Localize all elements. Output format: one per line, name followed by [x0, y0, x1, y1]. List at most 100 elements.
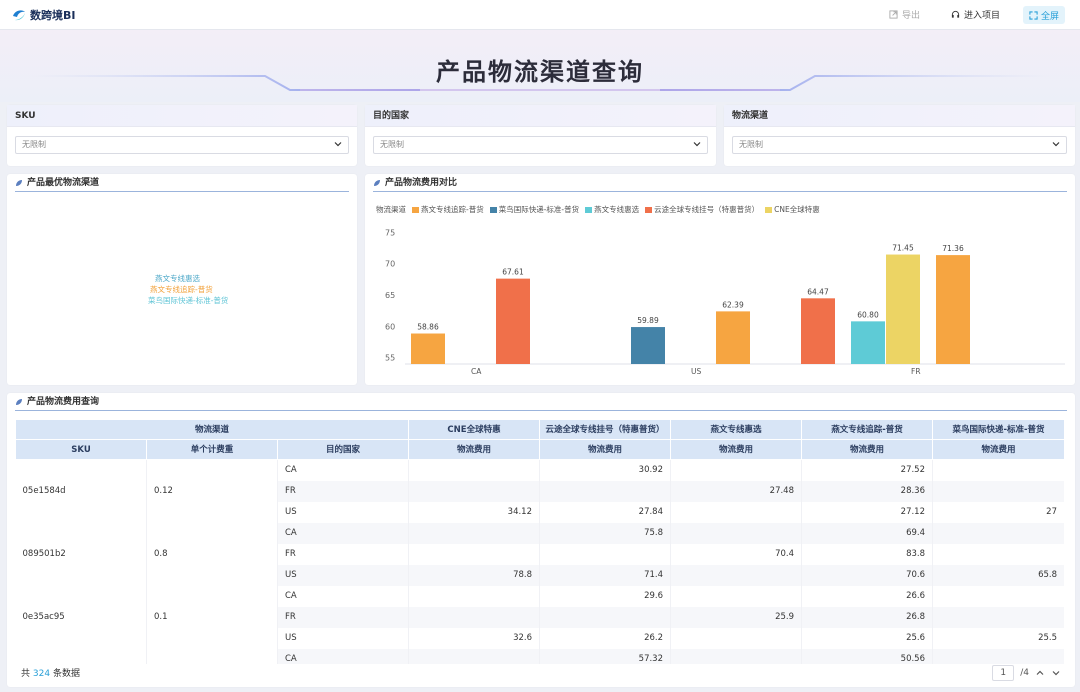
country-cell: FR — [277, 606, 409, 628]
table-row[interactable]: CA 57.32 50.56 — [15, 648, 1064, 664]
cost-cell — [932, 648, 1064, 664]
banner-decoration — [30, 75, 1050, 91]
page-input[interactable]: 1 — [992, 665, 1015, 681]
weight-cell: 0.8 — [146, 522, 278, 586]
bar — [631, 327, 665, 364]
cost-cell — [408, 459, 540, 481]
chevron-down-icon[interactable] — [1051, 668, 1061, 678]
table-row[interactable]: FR 70.4 83.8 — [16, 543, 1064, 565]
legend-label: 云途全球专线挂号（特惠普货） — [654, 205, 760, 214]
cost-cell: 29.6 — [539, 585, 671, 607]
cost-chart-title: 产品物流费用对比 — [385, 177, 458, 188]
cost-cell — [932, 522, 1064, 544]
table-row[interactable]: FR 25.9 26.8 — [16, 606, 1064, 628]
word-cloud-item: 菜鸟国际快递-标准-普货 — [148, 296, 229, 305]
channel-header: 云途全球专线挂号（特惠普货） — [539, 419, 671, 440]
cost-cell: 32.6 — [408, 627, 540, 649]
y-tick-label: 65 — [385, 291, 395, 300]
y-tick-label: 70 — [385, 260, 395, 269]
table-row[interactable]: US 34.12 27.84 27.12 27 — [16, 501, 1064, 523]
page-total: /4 — [1020, 668, 1029, 678]
country-cell: US — [277, 564, 409, 586]
sku-col-header[interactable]: SKU — [15, 439, 147, 460]
bar-value-label: 71.45 — [892, 244, 914, 253]
pagination: 1 /4 — [992, 665, 1061, 681]
best-channel-title: 产品最优物流渠道 — [27, 177, 100, 188]
table-row[interactable]: FR 27.48 28.36 — [16, 480, 1064, 502]
country-cell: CA — [277, 585, 409, 607]
cost-col-header[interactable]: 物流费用 — [408, 439, 540, 460]
cost-cell: 27.52 — [801, 459, 933, 481]
cost-col-header[interactable]: 物流费用 — [539, 439, 671, 460]
cost-cell — [932, 585, 1064, 607]
chevron-down-icon — [1052, 142, 1060, 147]
enter-project-button[interactable]: 进入项目 — [951, 8, 1000, 21]
cost-cell: 27.48 — [670, 480, 802, 502]
legend-item[interactable]: 燕文专线惠选 — [585, 204, 639, 215]
sku-cell: 0e35ac95 — [15, 585, 147, 649]
x-tick-label: FR — [911, 367, 921, 376]
bar — [411, 333, 445, 364]
cost-col-header[interactable]: 物流费用 — [932, 439, 1064, 460]
table-row[interactable]: 05e1584d 0.12 CA 30.92 27.52 — [15, 459, 1064, 523]
sku-select-value: 无限制 — [22, 140, 46, 149]
country-select-value: 无限制 — [380, 140, 404, 149]
country-cell: US — [277, 501, 409, 523]
channel-filter-label: 物流渠道 — [724, 105, 1075, 127]
cost-col-header[interactable]: 物流费用 — [801, 439, 933, 460]
bar — [886, 254, 920, 364]
word-cloud: 燕文专线惠选 燕文专线追踪-普货 菜鸟国际快递-标准-普货 — [148, 273, 228, 306]
legend-item[interactable]: 菜鸟国际快递-标准-普货 — [489, 204, 579, 215]
cost-cell — [670, 648, 802, 664]
table-scroll[interactable]: 物流渠道 CNE全球特惠 云途全球专线挂号（特惠普货） 燕文专线惠选 燕文专线追… — [15, 419, 1064, 664]
legend-label: 燕文专线追踪-普货 — [421, 205, 484, 214]
leaf-icon — [374, 179, 380, 186]
cost-cell: 26.2 — [539, 627, 671, 649]
cost-cell — [932, 459, 1064, 481]
cost-col-header[interactable]: 物流费用 — [670, 439, 802, 460]
chevron-down-icon — [693, 142, 701, 147]
table-row[interactable]: 089501b2 0.8 CA 75.8 69.4 — [15, 522, 1064, 586]
export-button[interactable]: 导出 — [889, 8, 920, 21]
fullscreen-button[interactable]: 全屏 — [1023, 6, 1065, 24]
chevron-up-icon[interactable] — [1035, 668, 1045, 678]
table-row[interactable]: 0e35ac95 0.1 CA 29.6 26.6 — [15, 585, 1064, 649]
bar-value-label: 71.36 — [942, 244, 964, 253]
legend-item[interactable]: 燕文专线追踪-普货 — [412, 204, 484, 215]
cost-chart-panel: 产品物流费用对比 物流渠道 燕文专线追踪-普货 菜鸟国际快递-标准-普货 燕文专… — [365, 174, 1075, 385]
table-count: 共 324 条数据 — [21, 666, 80, 679]
country-filter: 目的国家 无限制 — [365, 105, 716, 166]
export-icon — [889, 10, 898, 19]
x-tick-label: CA — [471, 367, 482, 376]
logo-icon — [13, 10, 25, 21]
cost-cell — [932, 543, 1064, 565]
country-cell: FR — [277, 543, 409, 565]
enter-project-label: 进入项目 — [964, 11, 1001, 21]
sku-filter-label: SKU — [7, 105, 357, 127]
table-row[interactable]: US 32.6 26.2 25.6 25.5 — [16, 627, 1064, 649]
legend-swatch — [585, 206, 593, 213]
country-col-header[interactable]: 目的国家 — [277, 439, 409, 460]
app-logo[interactable]: 数跨境BI — [12, 7, 75, 23]
table-row[interactable]: US 78.8 71.4 70.6 65.8 — [16, 564, 1064, 586]
country-select[interactable]: 无限制 — [373, 136, 708, 154]
bar-value-label: 64.47 — [807, 287, 829, 296]
cost-cell: 25.6 — [801, 627, 933, 649]
best-channel-panel: 产品最优物流渠道 燕文专线惠选 燕文专线追踪-普货 菜鸟国际快递-标准-普货 — [7, 174, 357, 385]
channel-header: 菜鸟国际快递-标准-普货 — [932, 419, 1064, 440]
sku-select[interactable]: 无限制 — [15, 136, 349, 154]
row-count: 324 — [32, 669, 51, 679]
channel-header: 燕文专线追踪-普货 — [801, 419, 933, 440]
sku-cell: 05e1584d — [15, 459, 147, 523]
cost-cell — [539, 480, 671, 502]
channel-select-value: 无限制 — [739, 140, 763, 149]
weight-col-header[interactable]: 单个计费重 — [146, 439, 278, 460]
country-cell: US — [277, 627, 409, 649]
cost-table-panel: 产品物流费用查询 物流渠道 CNE全球特惠 云途全球专线挂号（特惠普货） 燕文专… — [7, 393, 1075, 687]
legend-item[interactable]: CNE全球特惠 — [765, 204, 820, 215]
fullscreen-icon — [1029, 10, 1038, 20]
channel-select[interactable]: 无限制 — [732, 136, 1067, 154]
cost-cell: 27.84 — [539, 501, 671, 523]
legend-item[interactable]: 云途全球专线挂号（特惠普货） — [645, 204, 759, 215]
cost-cell: 83.8 — [801, 543, 933, 565]
